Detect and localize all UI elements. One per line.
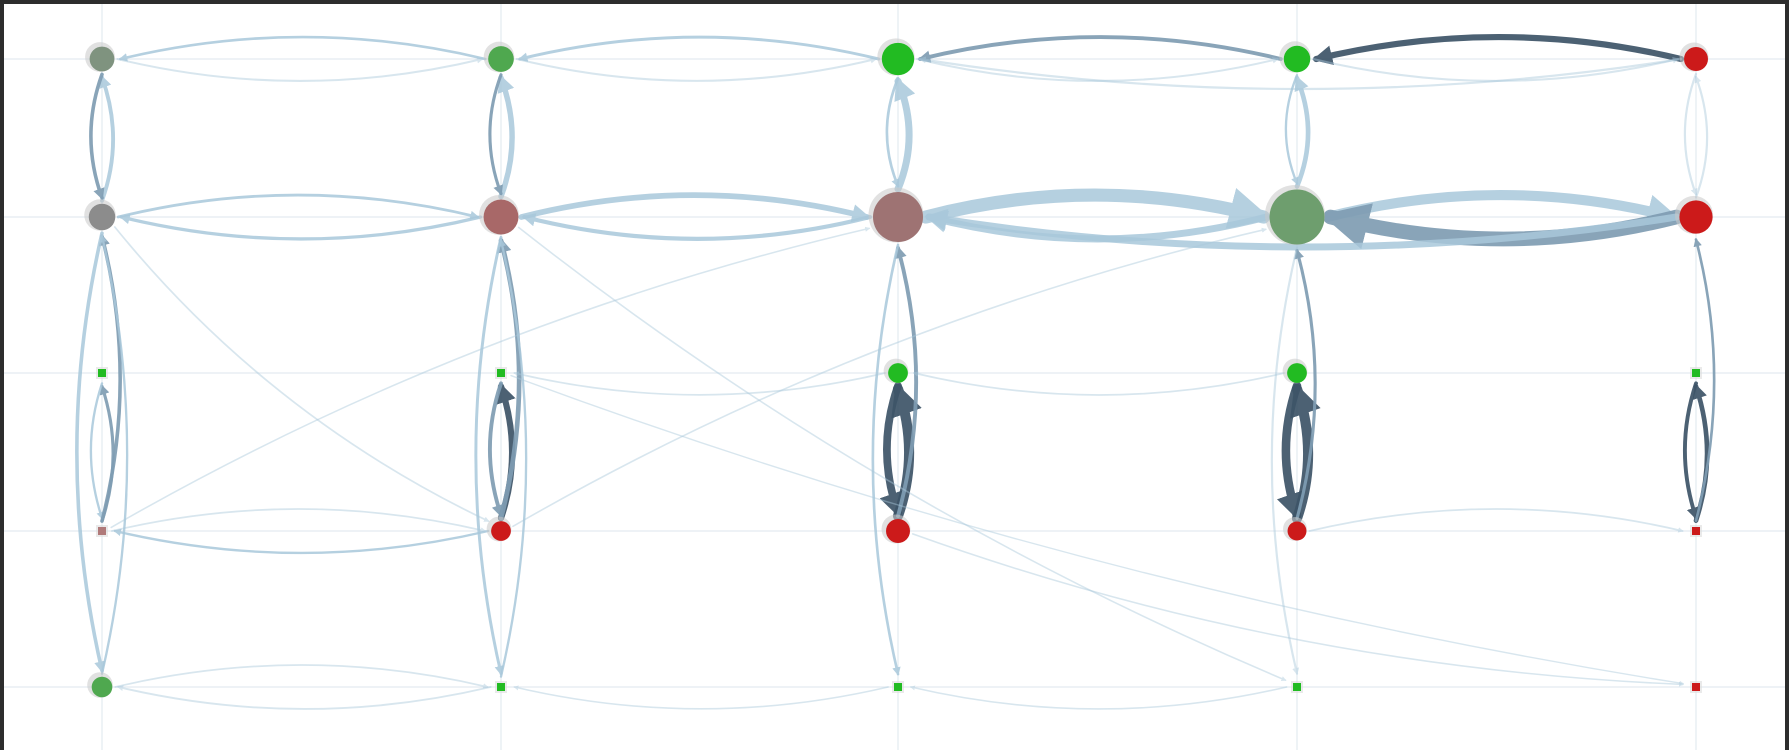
edge-c1r0-to-c1r1[interactable] xyxy=(488,73,503,196)
node-c1r0[interactable] xyxy=(483,41,515,73)
edge-c1r1-to-c2r1[interactable] xyxy=(518,192,871,223)
edge-c1r3-to-c0r3[interactable] xyxy=(113,528,490,555)
node-c0r2[interactable] xyxy=(96,367,108,379)
edge-c0r2-to-c0r3[interactable] xyxy=(89,382,104,520)
node-c3r3[interactable] xyxy=(1283,517,1307,541)
node-c1r3[interactable] xyxy=(486,516,512,542)
edge-c3r0-to-c2r0[interactable] xyxy=(917,35,1283,63)
edge-c2r1-to-c2r0[interactable] xyxy=(894,77,916,193)
edge-c1r3-to-c3r1[interactable] xyxy=(512,227,1267,528)
edge-c1r4-to-c1r1[interactable] xyxy=(498,238,528,678)
flow-network-diagram[interactable] xyxy=(4,4,1785,750)
edge-c2r0-to-c3r0[interactable] xyxy=(916,57,1280,82)
edge-layer xyxy=(75,33,1716,710)
edge-c3r3-to-c4r3[interactable] xyxy=(1308,508,1684,533)
node-c4r1[interactable] xyxy=(1674,195,1714,235)
edge-c3r1-to-c3r0[interactable] xyxy=(1294,75,1311,189)
node-c4r4[interactable] xyxy=(1690,681,1702,693)
node-c2r4[interactable] xyxy=(892,681,904,693)
edge-c4r1-to-c2r1[interactable] xyxy=(924,208,1680,251)
edge-c3r2-to-c2r2[interactable] xyxy=(912,371,1285,396)
edge-c1r2-to-c4r4[interactable] xyxy=(510,374,1684,686)
node-c0r1[interactable] xyxy=(84,199,116,231)
edge-c1r1-to-c1r0[interactable] xyxy=(497,74,515,200)
edge-c0r3-to-c2r1[interactable] xyxy=(110,226,871,529)
edge-c1r1-to-c0r1[interactable] xyxy=(119,213,483,241)
node-c3r1[interactable] xyxy=(1264,184,1326,246)
edge-c2r1-to-c3r1[interactable] xyxy=(919,188,1272,229)
edge-c1r0-to-c2r0[interactable] xyxy=(515,57,878,82)
node-c4r3[interactable] xyxy=(1690,525,1702,537)
node-c3r0[interactable] xyxy=(1279,41,1311,73)
node-c2r0[interactable] xyxy=(877,38,915,76)
node-c2r2[interactable] xyxy=(883,358,909,384)
graph-canvas-panel[interactable] xyxy=(4,4,1785,750)
edge-c2r4-to-c1r4[interactable] xyxy=(513,685,889,710)
node-c3r2[interactable] xyxy=(1282,358,1308,384)
node-c4r0[interactable] xyxy=(1679,42,1709,72)
edge-c4r2-to-c4r3[interactable] xyxy=(1682,381,1699,520)
edge-c4r0-to-c3r0[interactable] xyxy=(1312,33,1685,65)
edge-c0r0-to-c0r1[interactable] xyxy=(89,72,105,200)
edge-c4r0-to-c4r1[interactable] xyxy=(1683,72,1698,196)
edge-c1r1-to-c3r4[interactable] xyxy=(517,226,1287,681)
edge-c1r1-to-c1r4[interactable] xyxy=(474,235,504,676)
edge-c0r1-to-c1r1[interactable] xyxy=(116,193,480,220)
edge-c2r0-to-c1r0[interactable] xyxy=(517,35,881,62)
node-c1r2[interactable] xyxy=(495,367,507,379)
edge-c0r1-to-c1r3[interactable] xyxy=(113,226,490,523)
node-c3r4[interactable] xyxy=(1291,681,1303,693)
edge-c2r0-to-c2r1[interactable] xyxy=(885,76,900,188)
edge-c0r4-to-c0r1[interactable] xyxy=(99,234,129,675)
edge-c4r1-to-c4r0[interactable] xyxy=(1694,75,1709,199)
edge-c3r1-to-c4r1[interactable] xyxy=(1322,190,1680,227)
edge-c0r0-to-c1r0[interactable] xyxy=(116,57,484,82)
edge-c3r1-to-c3r4[interactable] xyxy=(1270,246,1300,675)
node-c0r4[interactable] xyxy=(87,672,113,698)
edge-c1r4-to-c0r4[interactable] xyxy=(117,685,492,710)
edge-c0r1-to-c0r0[interactable] xyxy=(99,75,116,203)
node-c0r0[interactable] xyxy=(85,42,115,72)
edge-c0r3-to-c1r3[interactable] xyxy=(111,508,487,533)
node-c2r3[interactable] xyxy=(881,514,911,544)
node-c4r2[interactable] xyxy=(1690,367,1702,379)
edge-c1r0-to-c0r0[interactable] xyxy=(118,35,487,62)
edge-c0r1-to-c0r4[interactable] xyxy=(75,231,106,673)
edge-c3r3-to-c3r1[interactable] xyxy=(1294,248,1317,521)
edge-c3r4-to-c2r4[interactable] xyxy=(909,685,1288,710)
edge-c3r0-to-c3r1[interactable] xyxy=(1284,74,1299,185)
edge-c2r1-to-c2r4[interactable] xyxy=(871,243,901,676)
edge-c2r2-to-c1r2[interactable] xyxy=(513,371,886,396)
edge-c4r3-to-c4r1[interactable] xyxy=(1693,237,1716,522)
node-c1r4[interactable] xyxy=(495,681,507,693)
node-c2r1[interactable] xyxy=(868,187,924,243)
node-c1r1[interactable] xyxy=(479,195,519,235)
edge-c3r2-to-c3r3[interactable] xyxy=(1276,381,1303,521)
edge-c2r3-to-c2r1[interactable] xyxy=(894,245,919,518)
edge-c2r3-to-c4r4[interactable] xyxy=(911,533,1684,687)
edge-c0r4-to-c1r4[interactable] xyxy=(114,664,489,689)
node-c0r3[interactable] xyxy=(96,525,108,537)
edge-c2r2-to-c2r3[interactable] xyxy=(879,382,904,518)
edge-c3r0-to-c4r0[interactable] xyxy=(1312,57,1680,82)
edge-c2r1-to-c1r1[interactable] xyxy=(521,213,873,241)
node-layer xyxy=(84,38,1714,698)
edge-c1r2-to-c1r3[interactable] xyxy=(487,381,504,518)
